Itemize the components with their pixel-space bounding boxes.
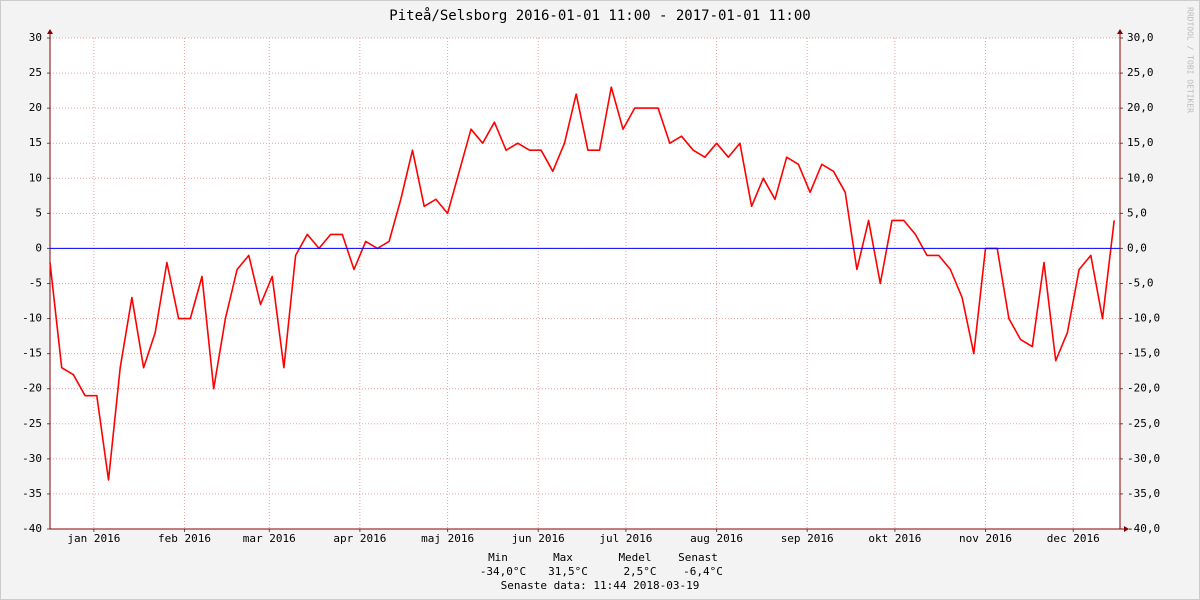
data-line [49,86,1115,481]
y2-tick-label: 0,0 [1127,241,1147,254]
y-tick-label: -40 [22,522,42,535]
y2-tick-label: -25,0 [1127,417,1160,430]
y-tick-label: 0 [35,241,42,254]
y2-tick-label: -15,0 [1127,347,1160,360]
y2-tick-label: -20,0 [1127,382,1160,395]
y-tick-label: -25 [22,417,42,430]
x-tick-label: dec 2016 [1047,532,1100,545]
x-tick-label: jul 2016 [599,532,652,545]
y2-tick-label: -40,0 [1127,522,1160,535]
y-tick-label: -20 [22,382,42,395]
x-tick-label: jan 2016 [67,532,120,545]
stat-header: Max [553,551,573,564]
watermark: RRDTOOL / TOBI OETIKER [1186,7,1195,113]
stat-value: 31,5°C [548,565,588,578]
y-tick-label: 5 [35,206,42,219]
stat-header: Senast [678,551,718,564]
y2-tick-label: 25,0 [1127,66,1154,79]
y2-tick-label: 20,0 [1127,101,1154,114]
x-tick-label: apr 2016 [333,532,386,545]
y-tick-label: -35 [22,487,42,500]
y-tick-label: -15 [22,347,42,360]
axis-arrow [47,29,53,34]
x-tick-label: jun 2016 [512,532,565,545]
x-tick-label: okt 2016 [868,532,921,545]
y2-tick-label: 15,0 [1127,136,1154,149]
footer: Senaste data: 11:44 2018-03-19 [501,579,700,592]
y2-tick-label: -35,0 [1127,487,1160,500]
y-tick-label: -5 [29,277,42,290]
y-tick-label: 30 [29,31,42,44]
stat-value: -6,4°C [683,565,723,578]
y-tick-label: -30 [22,452,42,465]
x-tick-label: feb 2016 [158,532,211,545]
x-tick-label: mar 2016 [243,532,296,545]
x-tick-label: aug 2016 [690,532,743,545]
axis-arrow [1124,526,1129,532]
y2-tick-label: 30,0 [1127,31,1154,44]
x-tick-label: nov 2016 [959,532,1012,545]
stat-header: Min [488,551,508,564]
y2-tick-label: -10,0 [1127,312,1160,325]
y-tick-label: 20 [29,101,42,114]
y-tick-label: -10 [22,312,42,325]
y2-tick-label: 5,0 [1127,206,1147,219]
x-tick-label: sep 2016 [781,532,834,545]
chart-title: Piteå/Selsborg 2016-01-01 11:00 - 2017-0… [389,7,810,24]
y2-tick-label: -30,0 [1127,452,1160,465]
axis-arrow [1117,29,1123,34]
y-tick-label: 10 [29,171,42,184]
stat-value: -34,0°C [480,565,526,578]
y-tick-label: 15 [29,136,42,149]
y2-tick-label: 10,0 [1127,171,1154,184]
stat-header: Medel [618,551,651,564]
y2-tick-label: -5,0 [1127,277,1154,290]
y-tick-label: 25 [29,66,42,79]
x-tick-label: maj 2016 [421,532,474,545]
stat-value: 2,5°C [623,565,656,578]
